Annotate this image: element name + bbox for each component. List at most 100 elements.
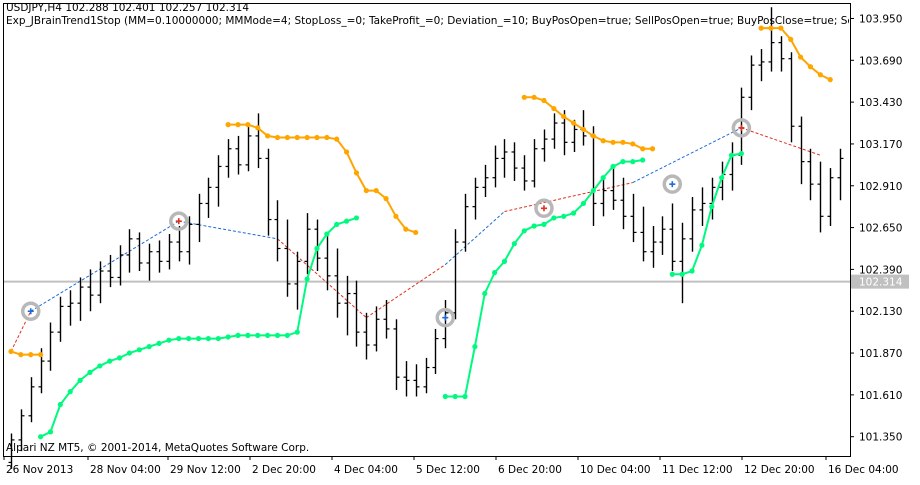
price-bar [551, 113, 558, 149]
price-bar [492, 145, 499, 188]
price-bar [57, 296, 64, 342]
buy-stop-dot [195, 335, 202, 342]
sell-stop-dot [8, 348, 14, 355]
time-label: 26 Nov 2013 [6, 464, 73, 476]
sell-stop-dot [570, 120, 577, 126]
sell-stop-dot [294, 134, 300, 141]
buy-stop-dot [57, 401, 63, 408]
buy-stop-dot [472, 344, 478, 350]
price-bar [117, 245, 124, 286]
sell-stop-dot [561, 113, 567, 120]
trade-marker [662, 174, 683, 194]
sell-stop-dot [403, 226, 409, 232]
price-bar [156, 240, 163, 273]
price-label: 101.870 [859, 348, 902, 360]
price-bar [176, 225, 183, 262]
price-bar [324, 235, 331, 291]
price-bar [205, 177, 212, 218]
time-label: 2 Dec 20:00 [252, 464, 316, 476]
sell-stop-dot [353, 170, 360, 176]
sell-stop-dot [590, 133, 596, 139]
price-bar [610, 168, 617, 210]
price-bar [541, 129, 548, 162]
sell-stop-dot [334, 136, 340, 142]
buy-stop-dot [215, 335, 221, 342]
price-label: 103.690 [859, 55, 902, 67]
price-bar [758, 49, 765, 82]
price-bar [482, 164, 489, 198]
sell-stop-dot [758, 25, 764, 31]
copyright-label: Alpari NZ MT5, © 2001-2014, MetaQuotes S… [6, 442, 310, 454]
price-bar [807, 148, 814, 201]
bid-price-tag [851, 274, 909, 289]
buy-stop-dot [561, 213, 567, 219]
buy-stop-dot [116, 355, 123, 361]
price-bar [403, 361, 410, 397]
trade-marker [731, 118, 752, 138]
buy-stop-dot [38, 434, 44, 440]
buy-stop-dot [353, 215, 360, 221]
sell-stop-dot [284, 134, 290, 141]
price-bar [521, 155, 528, 191]
price-bar [215, 155, 222, 207]
trade-marker-ring [169, 211, 189, 231]
time-label: 12 Dec 20:00 [744, 464, 815, 476]
buy-stop-dot [511, 241, 517, 247]
trade-marker [435, 307, 456, 328]
buy-stop-dot [630, 159, 636, 165]
time-label: 6 Dec 20:00 [498, 464, 562, 476]
sell-stop-dot [778, 25, 784, 31]
price-bar [748, 55, 755, 111]
sell-stop-dot [304, 134, 310, 141]
sell-stop-dot [314, 134, 320, 141]
price-label: 103.950 [859, 13, 902, 25]
buy-stop-dot [245, 332, 251, 338]
buy-stop-dot [47, 429, 54, 435]
price-bar [501, 139, 508, 178]
buy-stop-dot [452, 393, 458, 400]
price-bar [630, 193, 637, 243]
price-bar [837, 148, 844, 201]
price-bar [531, 139, 538, 188]
price-bar [166, 234, 173, 270]
price-bar [600, 177, 607, 217]
price-bar [620, 177, 627, 230]
trade-marker-ring [435, 307, 456, 328]
price-bar [186, 216, 193, 265]
price-bar [383, 299, 390, 339]
sell-stop-dot [620, 139, 626, 145]
sell-stop-dot [383, 196, 389, 202]
price-bar [314, 219, 321, 272]
price-bar [511, 142, 518, 181]
time-label: 28 Nov 04:00 [90, 464, 161, 476]
sell-stop-dot [640, 146, 646, 152]
sell-stop-dot [393, 213, 399, 219]
price-bar [28, 377, 35, 423]
price-bar [798, 116, 805, 185]
ohlc-values: 102.288 102.401 102.257 102.314 [65, 2, 250, 14]
price-label: 101.350 [859, 432, 902, 444]
buy-stop-dot [176, 335, 182, 342]
price-bar [689, 197, 696, 252]
price-label: 103.170 [859, 139, 902, 151]
price-bar [225, 139, 232, 178]
price-bar [146, 243, 153, 281]
buy-stop-dot [126, 350, 133, 356]
sell-stop-dot [413, 229, 419, 236]
sell-stop-dot [600, 138, 606, 144]
sell-stop-dot [245, 122, 251, 128]
buy-stop-dot [728, 152, 735, 158]
buy-stop-dot [265, 332, 271, 338]
buy-stop-dot [501, 258, 508, 264]
price-bar [699, 187, 706, 226]
price-bar [304, 213, 311, 275]
trade-marker-ring [662, 174, 683, 194]
trade-line [178, 220, 278, 240]
sell-stop-dot [630, 141, 636, 147]
sell-stop-dot [649, 146, 656, 152]
sell-stop-dot [521, 94, 527, 100]
price-bar [640, 206, 647, 262]
buy-stop-dot [709, 204, 715, 210]
